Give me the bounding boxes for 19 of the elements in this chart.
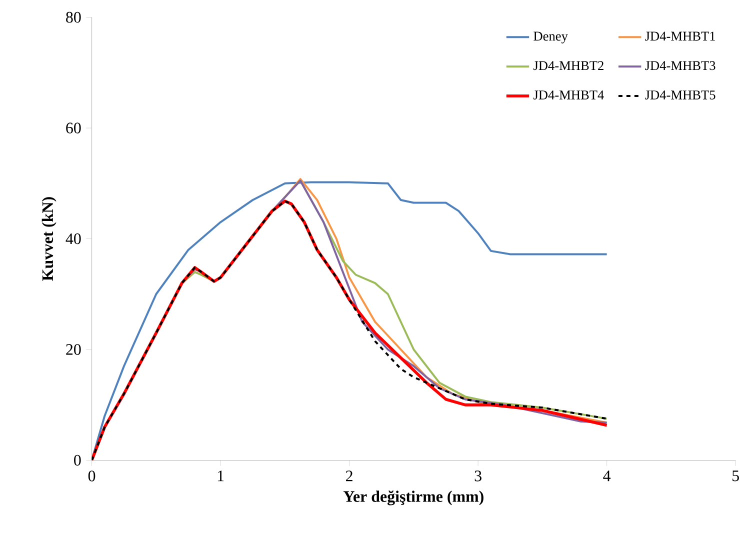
x-tick-label: 3 [474,470,482,482]
x-tick-label: 2 [346,470,352,482]
y-tick-label: 20 [66,344,81,355]
y-axis-title: Kuvvet (kN) [42,196,56,281]
y-tick-label: 80 [66,12,81,22]
legend-label: JD4-MHBT1 [645,32,715,40]
y-tick-label: 0 [74,454,81,466]
x-tick-label: 5 [732,470,739,482]
x-tick-label: 0 [88,470,96,482]
y-tick-label: 40 [66,233,81,244]
y-tick-label: 60 [66,122,81,134]
legend-label: Deney [534,32,568,44]
x-axis-title: Yer değiştirme (mm) [343,490,484,506]
x-tick-label: 4 [603,470,611,481]
legend-label: JD4-MHBT5 [645,90,716,100]
x-tick-label: 1 [218,470,224,481]
legend-label: JD4-MHBT4 [533,90,604,100]
legend-label: JD4-MHBT2 [533,60,604,70]
legend-label: JD4-MHBT3 [645,60,716,70]
